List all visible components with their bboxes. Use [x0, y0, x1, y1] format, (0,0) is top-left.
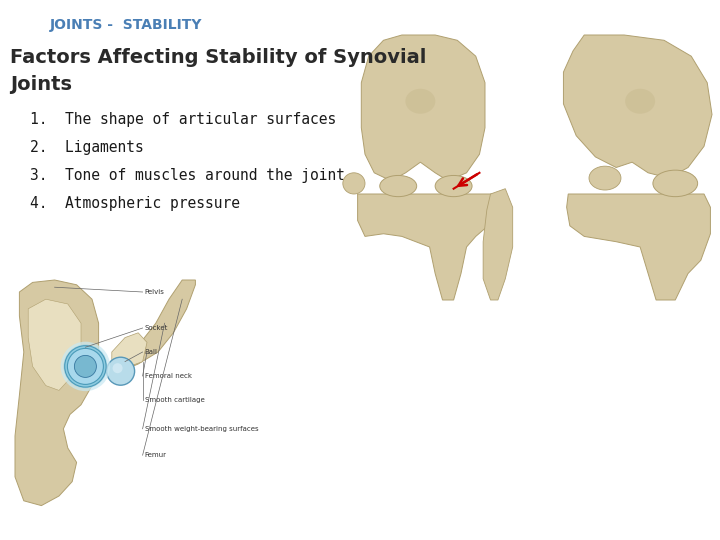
Text: Joints: Joints — [10, 75, 72, 94]
Text: Femoral neck: Femoral neck — [145, 373, 192, 379]
Text: Factors Affecting Stability of Synovial: Factors Affecting Stability of Synovial — [10, 48, 426, 67]
Text: Smooth weight-bearing surfaces: Smooth weight-bearing surfaces — [145, 426, 258, 432]
Polygon shape — [564, 35, 712, 178]
Text: 3.  Tone of muscles around the joint.: 3. Tone of muscles around the joint. — [30, 168, 354, 183]
Text: Femur: Femur — [145, 452, 166, 458]
Polygon shape — [567, 194, 711, 300]
Text: 4.  Atmospheric pressure: 4. Atmospheric pressure — [30, 196, 240, 211]
Polygon shape — [28, 299, 81, 390]
Text: Pelvis: Pelvis — [145, 289, 164, 295]
Text: 2.  Ligaments: 2. Ligaments — [30, 140, 144, 155]
Ellipse shape — [405, 89, 436, 114]
Ellipse shape — [625, 89, 655, 114]
Ellipse shape — [379, 176, 417, 197]
Ellipse shape — [435, 176, 472, 197]
Ellipse shape — [589, 166, 621, 190]
Polygon shape — [483, 188, 513, 300]
Circle shape — [107, 357, 135, 385]
Ellipse shape — [653, 170, 698, 197]
Polygon shape — [361, 35, 485, 181]
Polygon shape — [15, 280, 99, 505]
Circle shape — [64, 346, 107, 387]
Polygon shape — [358, 194, 498, 300]
Circle shape — [68, 348, 104, 384]
Text: JOINTS -  STABILITY: JOINTS - STABILITY — [50, 18, 202, 32]
Ellipse shape — [343, 173, 365, 194]
Text: 1.  The shape of articular surfaces: 1. The shape of articular surfaces — [30, 112, 336, 127]
Polygon shape — [112, 280, 195, 371]
Text: Ball: Ball — [145, 349, 158, 355]
Circle shape — [74, 355, 96, 377]
Text: Smooth cartilage: Smooth cartilage — [145, 397, 204, 403]
Circle shape — [112, 363, 122, 373]
Text: Socket: Socket — [145, 325, 168, 331]
Polygon shape — [112, 333, 147, 367]
